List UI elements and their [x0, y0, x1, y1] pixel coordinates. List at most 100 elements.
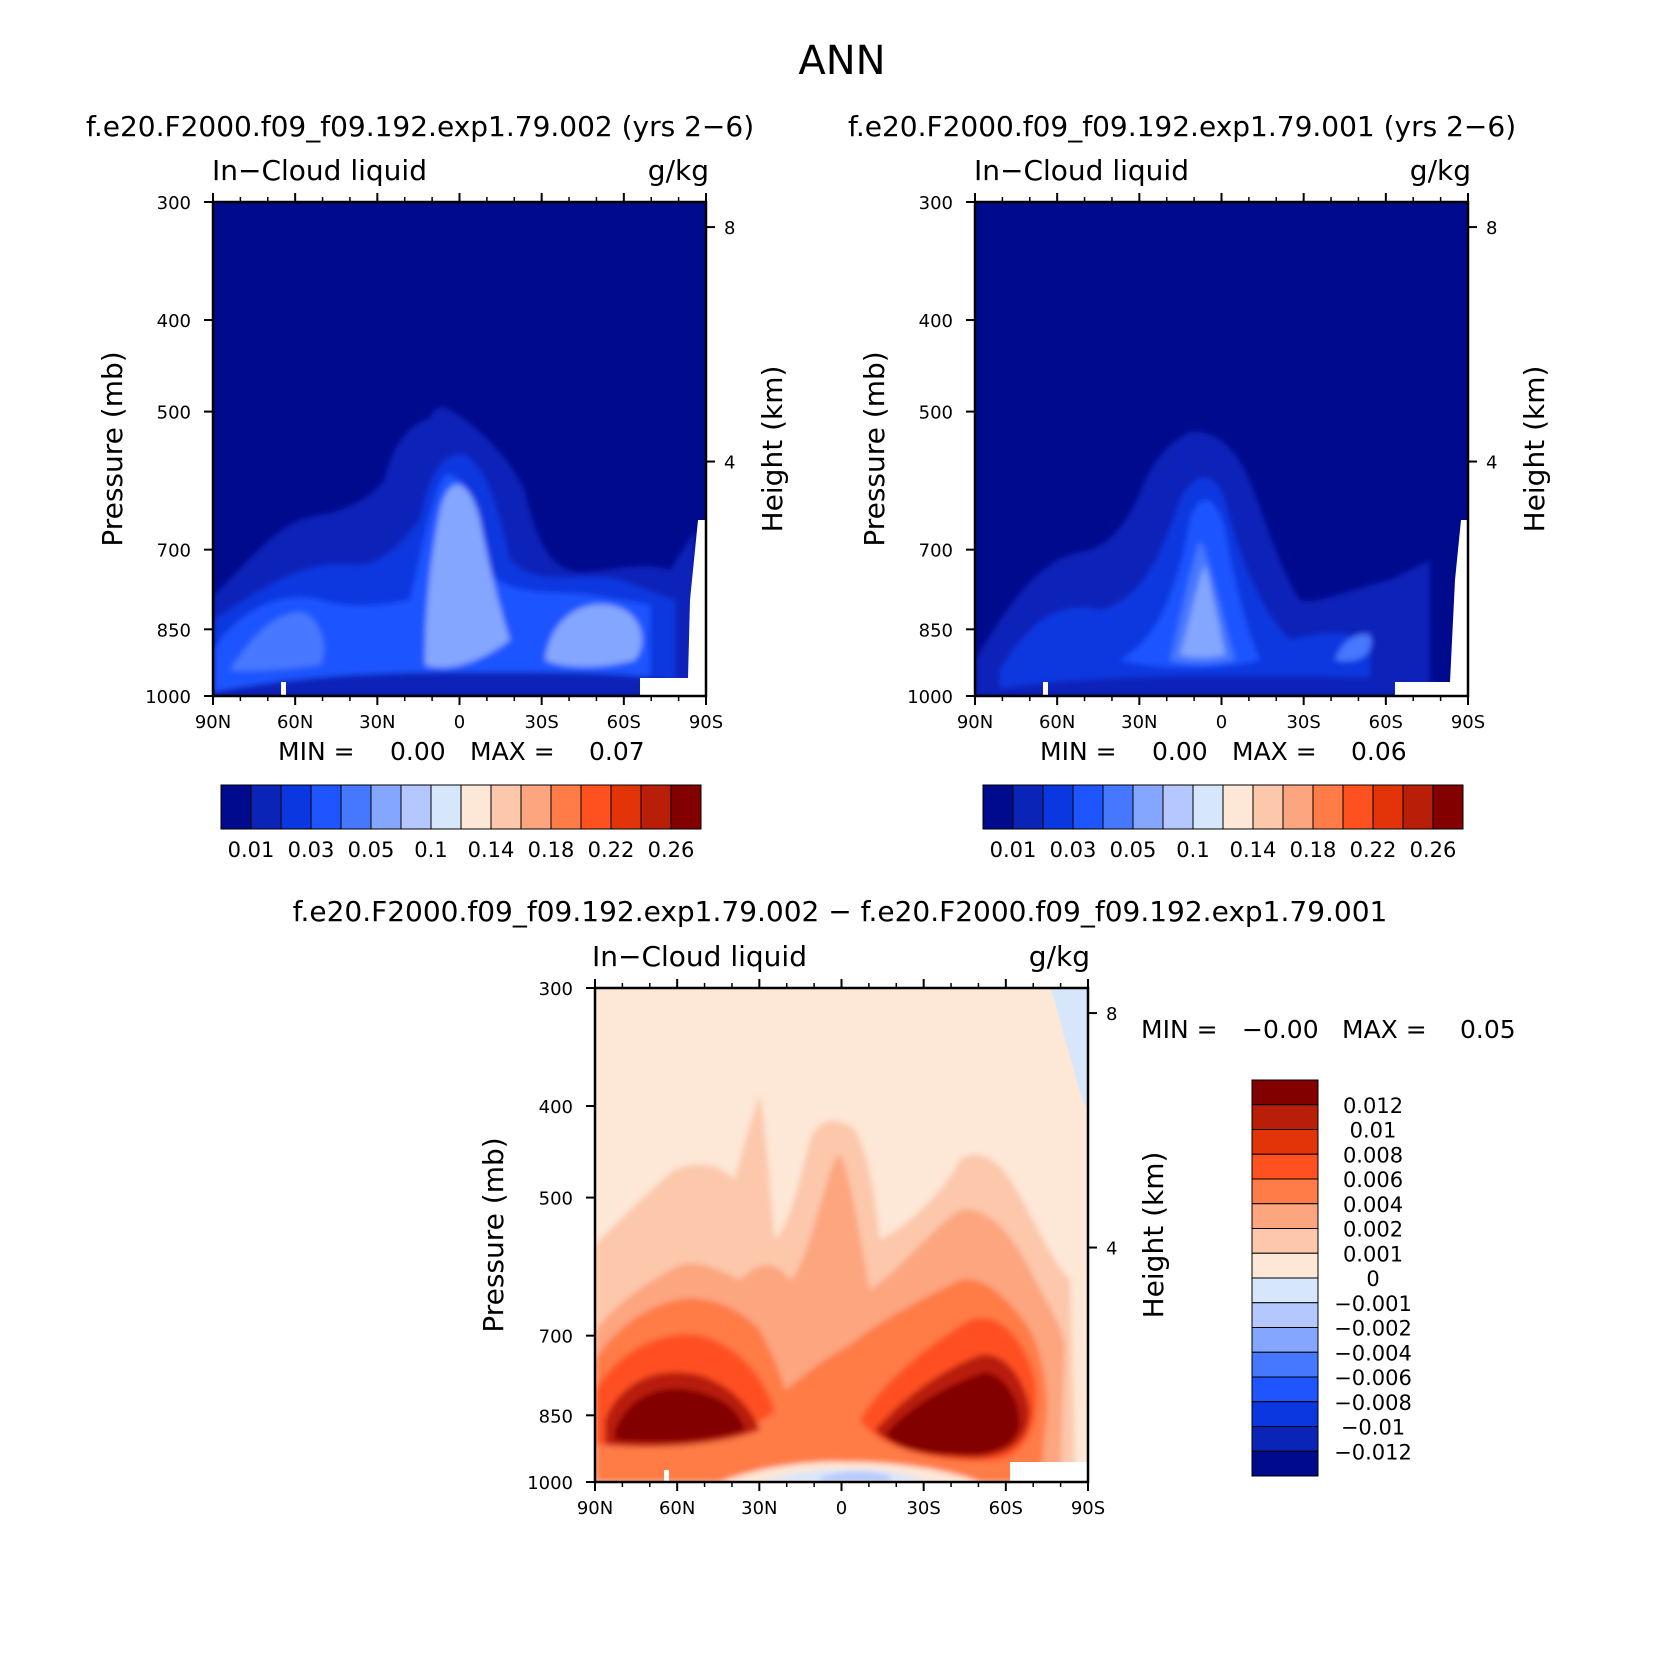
colorbar-box	[1102, 784, 1134, 830]
colorbar-label: −0.01	[1341, 1416, 1405, 1440]
missing-data-mask	[1010, 1462, 1088, 1482]
colorbar-box	[1251, 1228, 1319, 1254]
x-tick-label: 30N	[741, 1498, 777, 1519]
colorbar-label: 0.01	[1350, 1119, 1397, 1143]
colorbar-box	[1251, 1351, 1319, 1378]
colorbar-box	[520, 784, 552, 830]
y-tick-label: 400	[539, 1097, 573, 1118]
contour-band	[213, 672, 690, 696]
x-tick-label: 90N	[577, 1498, 613, 1519]
colorbar-box	[340, 784, 372, 830]
colorbar-box	[1251, 1376, 1319, 1403]
y2-tick-label: 8	[724, 218, 735, 239]
min-label: MIN =	[1141, 1015, 1218, 1044]
max-label: MAX =	[470, 737, 555, 766]
max-value: 0.05	[1460, 1015, 1516, 1044]
missing-data-mask	[1043, 682, 1048, 696]
colorbar-label: 0	[1366, 1267, 1379, 1291]
left-panel-title: f.e20.F2000.f09_f09.192.exp1.79.002 (yrs…	[86, 110, 754, 143]
y-tick-label: 700	[157, 541, 191, 562]
y2-tick-label: 4	[724, 453, 735, 474]
contour-band	[1180, 565, 1225, 658]
x-tick-label: 90N	[957, 712, 993, 733]
missing-data-mask	[640, 520, 706, 696]
colorbar-label: 0.1	[1176, 838, 1209, 862]
colorbar-box	[250, 784, 282, 830]
colorbar-box	[550, 784, 582, 830]
y-tick-label: 500	[539, 1189, 573, 1210]
colorbar-label: 0.01	[228, 838, 275, 862]
variable-label: In−Cloud liquid	[974, 154, 1189, 187]
max-label: MAX =	[1342, 1015, 1427, 1044]
colorbar-box	[1162, 784, 1194, 830]
colorbar-label: 0.14	[1230, 838, 1277, 862]
colorbar-box	[1312, 784, 1344, 830]
min-value: 0.00	[1152, 737, 1208, 766]
colorbar-box	[610, 784, 642, 830]
contour-band	[230, 612, 324, 671]
contour-band	[820, 1471, 890, 1482]
colorbar-box	[430, 784, 462, 830]
x-tick-label: 60N	[1039, 712, 1075, 733]
colorbar-box	[1432, 784, 1464, 830]
colorbar-box	[1251, 1129, 1319, 1155]
x-tick-label: 60S	[607, 712, 641, 733]
colorbar-label: 0.05	[1110, 838, 1157, 862]
units-label: g/kg	[1410, 154, 1471, 187]
colorbar-box	[1012, 784, 1044, 830]
diff-panel-title: f.e20.F2000.f09_f09.192.exp1.79.002 − f.…	[293, 895, 1388, 928]
colorbar-label: 0.14	[468, 838, 515, 862]
y-tick-label: 700	[919, 541, 953, 562]
x-tick-label: 90S	[1071, 1498, 1105, 1519]
y-axis-label: Pressure (mb)	[858, 351, 891, 546]
colorbar-box	[1192, 784, 1224, 830]
colorbar-label: 0.002	[1343, 1218, 1403, 1242]
x-tick-label: 30S	[1286, 712, 1320, 733]
contour-field	[975, 202, 1468, 696]
y-tick-label: 400	[157, 311, 191, 332]
y-tick-label: 850	[919, 620, 953, 641]
contour-band	[885, 1372, 1020, 1455]
y2-axis-label: Height (km)	[1518, 366, 1551, 533]
colorbar-box	[670, 784, 702, 830]
x-tick-label: 90S	[689, 712, 723, 733]
colorbar-box	[370, 784, 402, 830]
colorbar-box	[1251, 1153, 1319, 1180]
colorbar-box	[1251, 1426, 1319, 1452]
colorbar-box	[640, 784, 672, 830]
x-tick-label: 60N	[659, 1498, 695, 1519]
colorbar-label: 0.05	[348, 838, 395, 862]
colorbar-label: 0.03	[1050, 838, 1097, 862]
x-tick-label: 30S	[906, 1498, 940, 1519]
panel-case-001: In−Cloud liquid g/kg 90N 60N 30N 0 30S 60S 90S…	[858, 154, 1551, 862]
colorbar-box	[1402, 784, 1434, 830]
units-label: g/kg	[1029, 940, 1090, 973]
max-value: 0.06	[1351, 737, 1407, 766]
x-tick-label: 30N	[1121, 712, 1157, 733]
colorbar-label: −0.004	[1334, 1341, 1412, 1365]
colorbar-label: −0.001	[1334, 1292, 1412, 1316]
y-tick-label: 1000	[145, 687, 191, 708]
x-tick-label: 0	[454, 712, 465, 733]
y2-axis-label: Height (km)	[1137, 1152, 1170, 1319]
y-tick-label: 850	[157, 620, 191, 641]
colorbar-label: 0.012	[1343, 1094, 1403, 1118]
colorbar-label: 0.1	[414, 838, 447, 862]
x-tick-label: 0	[836, 1498, 847, 1519]
min-label: MIN =	[278, 737, 355, 766]
contour-band	[975, 676, 1450, 696]
colorbar-box	[460, 784, 492, 830]
colorbar-label: −0.002	[1334, 1317, 1412, 1341]
colorbar-box	[1251, 1277, 1319, 1304]
colorbar-label: 0.001	[1343, 1242, 1403, 1266]
colorbar-box	[1251, 1302, 1319, 1328]
contour-band	[425, 484, 510, 668]
contour-band	[615, 1388, 745, 1442]
y-tick-label: 700	[539, 1327, 573, 1348]
y-tick-label: 850	[539, 1406, 573, 1427]
x-tick-label: 60S	[989, 1498, 1023, 1519]
colorbar-box	[982, 784, 1014, 830]
x-tick-label: 30S	[524, 712, 558, 733]
colorbar-label: 0.22	[1350, 838, 1397, 862]
